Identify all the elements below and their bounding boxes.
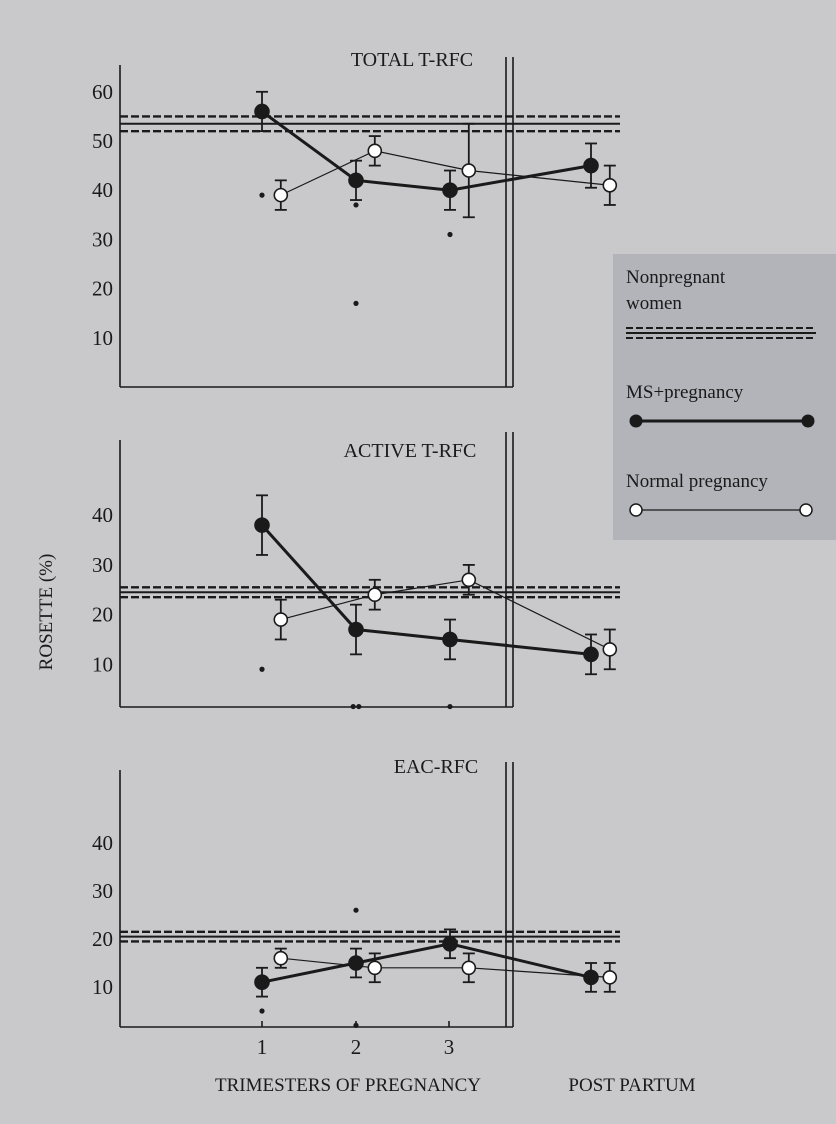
legend-normal-swatch xyxy=(629,503,813,517)
y-tick-label: 60 xyxy=(92,80,113,104)
ms-pregnancy-point xyxy=(442,182,458,198)
y-tick-label: 20 xyxy=(92,927,113,951)
panel-title-eac: EAC-RFC xyxy=(394,756,478,778)
normal-pregnancy-line xyxy=(280,957,610,978)
y-tick-label: 10 xyxy=(92,326,113,350)
outlier-dot xyxy=(259,1008,265,1014)
normal-pregnancy-point xyxy=(461,572,477,588)
normal-pregnancy-line xyxy=(280,150,610,196)
y-tick-label: 10 xyxy=(92,975,113,999)
outlier-dot xyxy=(447,703,453,710)
ms-pregnancy-point xyxy=(254,974,270,991)
ms-pregnancy-point xyxy=(254,517,270,533)
normal-pregnancy-point xyxy=(461,163,477,178)
y-tick-label: 40 xyxy=(92,178,113,202)
legend-nonpregnant-label-1: Nonpregnant xyxy=(626,267,726,288)
ms-pregnancy-point xyxy=(254,103,270,120)
normal-pregnancy-point xyxy=(273,950,289,966)
y-tick-label: 20 xyxy=(92,277,113,301)
normal-pregnancy-point xyxy=(602,970,618,985)
outlier-dot xyxy=(350,703,356,710)
x-axis-label: TRIMESTERS OF PREGNANCY xyxy=(215,1075,481,1096)
panel-eac-rfc: 10 20 30 40 xyxy=(92,762,620,1028)
ms-pregnancy-point xyxy=(442,631,458,648)
outlier-dot xyxy=(353,1022,359,1028)
normal-pregnancy-point xyxy=(273,187,289,203)
outlier-dot xyxy=(356,703,362,710)
ms-pregnancy-point xyxy=(583,157,599,174)
legend-box xyxy=(613,254,836,540)
panel-total-t-rfc: 10 20 30 40 50 60 xyxy=(92,57,620,388)
x-tick-label-1: 1 xyxy=(257,1035,268,1059)
post-partum-label: POST PARTUM xyxy=(568,1075,695,1096)
ms-pregnancy-line xyxy=(261,110,592,192)
normal-pregnancy-point xyxy=(273,612,289,627)
x-tick-label-3: 3 xyxy=(444,1035,455,1059)
outlier-dot xyxy=(259,666,265,672)
legend-ms-label: MS+pregnancy xyxy=(626,382,744,403)
y-tick-label: 40 xyxy=(92,831,113,855)
ms-pregnancy-point xyxy=(583,969,599,986)
ms-pregnancy-line xyxy=(260,524,592,656)
normal-pregnancy-line xyxy=(280,579,611,650)
outlier-dot xyxy=(353,907,359,913)
y-tick-label: 50 xyxy=(92,129,113,153)
y-tick-label: 10 xyxy=(92,652,113,676)
y-tick-label: 30 xyxy=(92,227,113,251)
normal-pregnancy-point xyxy=(602,642,618,657)
outlier-dot xyxy=(447,231,453,238)
ms-pregnancy-point xyxy=(348,955,364,971)
panel-title-active: ACTIVE T-RFC xyxy=(344,440,477,462)
outlier-dot xyxy=(353,300,359,306)
y-tick-label: 20 xyxy=(92,603,113,627)
outlier-dot xyxy=(259,192,265,198)
panel-active-t-rfc: 10 20 30 40 xyxy=(92,432,620,710)
normal-pregnancy-point xyxy=(367,587,383,603)
y-tick-label: 30 xyxy=(92,879,113,903)
y-axis-label: ROSETTE (%) xyxy=(36,554,57,671)
ms-pregnancy-point xyxy=(442,935,458,952)
panel-title-total: TOTAL T-RFC xyxy=(351,49,473,71)
normal-pregnancy-point xyxy=(461,960,477,976)
ms-pregnancy-point xyxy=(348,172,364,189)
outlier-dot xyxy=(353,202,359,208)
legend-normal-label: Normal pregnancy xyxy=(626,471,768,492)
ms-pregnancy-point xyxy=(583,646,599,663)
normal-pregnancy-point xyxy=(367,143,383,159)
ms-pregnancy-point xyxy=(348,621,364,638)
legend-nonpregnant-swatch xyxy=(626,327,816,339)
ms-pregnancy-line xyxy=(261,942,592,984)
normal-pregnancy-point xyxy=(602,177,618,193)
y-tick-label: 30 xyxy=(92,553,113,577)
y-tick-label: 40 xyxy=(92,503,113,527)
x-tick-label-2: 2 xyxy=(351,1035,362,1059)
legend-nonpregnant-label-2: women xyxy=(626,293,682,314)
legend-ms-swatch xyxy=(629,414,815,428)
normal-pregnancy-point xyxy=(367,960,383,976)
